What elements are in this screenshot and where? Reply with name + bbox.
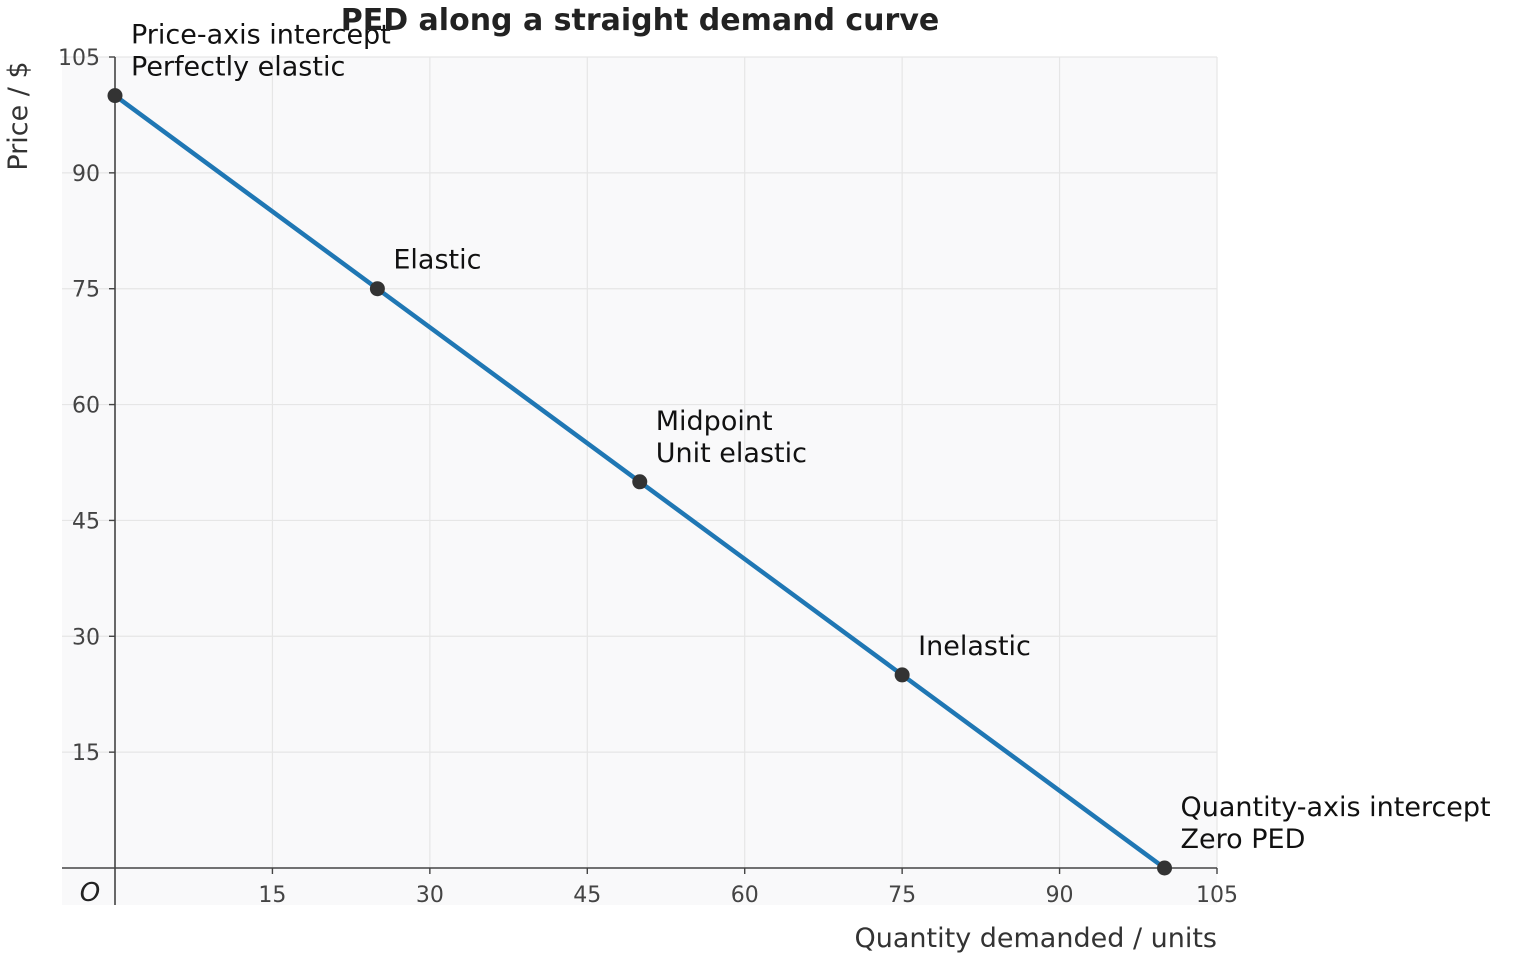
y-tick-label: 75 <box>72 278 100 303</box>
x-tick-label: 105 <box>1196 883 1238 908</box>
point-annotation: Inelastic <box>918 631 1031 662</box>
y-axis-label: Price / $ <box>3 61 34 170</box>
point-annotation: Elastic <box>393 245 481 276</box>
grid-lines <box>62 56 1218 868</box>
y-tick-label: 90 <box>72 162 100 187</box>
y-tick-label: 105 <box>58 46 100 71</box>
data-point <box>369 281 385 297</box>
point-annotation: Quantity-axis intercept <box>1181 792 1491 823</box>
chart-title: PED along a straight demand curve <box>341 3 940 38</box>
data-point <box>894 667 910 683</box>
x-tick-label: 90 <box>1046 883 1074 908</box>
x-tick-label: 75 <box>888 883 916 908</box>
x-tick-label: 45 <box>573 883 601 908</box>
tick-labels: 15 30 45 60 75 90 105 15 30 45 60 75 90 105 <box>58 46 1238 908</box>
y-tick-label: 15 <box>72 741 100 766</box>
origin-label: O <box>80 878 100 908</box>
marked-points <box>107 88 1173 876</box>
x-tick-label: 60 <box>731 883 759 908</box>
y-tick-label: 45 <box>72 509 100 534</box>
x-axis-label: Quantity demanded / units <box>855 923 1218 954</box>
data-point <box>107 88 123 104</box>
point-annotation: Unit elastic <box>656 438 807 469</box>
y-tick-label: 60 <box>72 394 100 419</box>
data-point <box>632 474 648 490</box>
point-annotation: Perfectly elastic <box>131 52 345 83</box>
data-point <box>1157 860 1173 876</box>
x-tick-label: 15 <box>258 883 286 908</box>
point-annotation: Midpoint <box>656 406 773 437</box>
point-annotation: Price-axis intercept <box>131 20 391 51</box>
y-tick-label: 30 <box>72 625 100 650</box>
axes <box>62 57 1217 905</box>
point-annotation: Zero PED <box>1181 824 1306 855</box>
x-tick-label: 30 <box>416 883 444 908</box>
